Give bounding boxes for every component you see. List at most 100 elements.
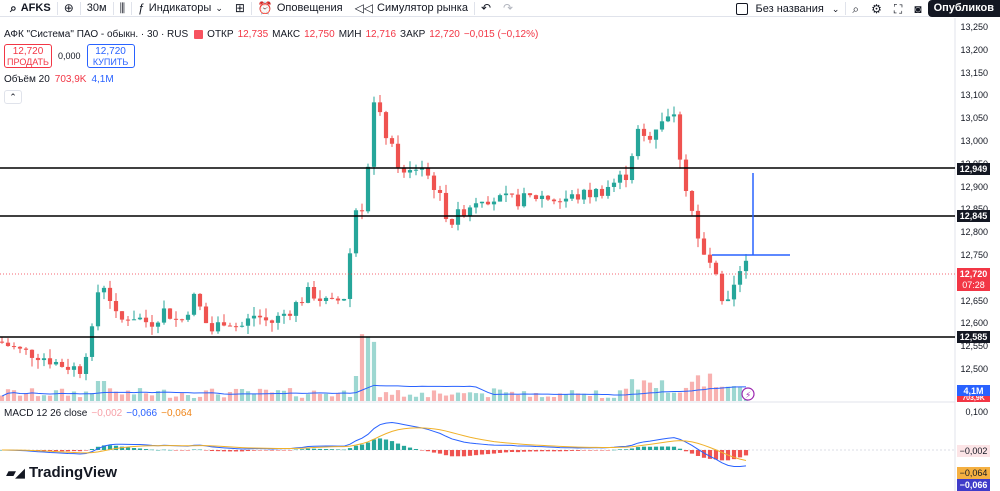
volume-bar — [257, 388, 263, 401]
low-value: 12,716 — [365, 29, 397, 40]
macd-hist-bar — [449, 450, 455, 457]
last-price-tag: 12,720 — [957, 268, 990, 280]
macd-hist-bar — [185, 450, 191, 451]
replay-label: Симулятор рынка — [377, 2, 468, 14]
toolbar-right: Без названия ⌄ ⌕ ⚙ ⛶ ◙ Опубликов — [730, 0, 1000, 17]
close-value: 12,720 — [429, 29, 460, 40]
compare-button[interactable]: ⊕ — [58, 0, 80, 17]
volume-bar — [293, 396, 299, 401]
macd-hist-bar — [461, 450, 467, 457]
candle-body — [203, 306, 209, 324]
volume-bar — [401, 396, 407, 401]
candle-body — [371, 102, 377, 167]
grid-icon: ⊞ — [234, 1, 245, 15]
macd-hist-bar — [605, 450, 611, 451]
volume-bar — [35, 396, 41, 401]
collapse-legend-button[interactable]: ⌃ — [4, 90, 22, 104]
redo-button[interactable]: ↷ — [497, 0, 519, 17]
candle-body — [221, 322, 227, 326]
symbol-search[interactable]: ⌕ AFKS — [0, 0, 57, 17]
volume-bar — [695, 375, 701, 401]
fullscreen-button[interactable]: ⛶ — [888, 0, 908, 17]
volume-bar — [353, 376, 359, 401]
publish-button[interactable]: Опубликов — [927, 0, 1000, 17]
macd-hist-bar — [677, 448, 683, 450]
macd-hist-bar — [569, 450, 575, 451]
candle-body — [521, 193, 527, 207]
volume-bar — [701, 386, 707, 401]
volume-bar — [197, 396, 203, 401]
candle-body — [215, 322, 221, 332]
volume-bar — [611, 397, 617, 401]
volume-bar — [119, 394, 125, 401]
alerts-button[interactable]: ⏰ Оповещения — [252, 0, 349, 17]
undo-button[interactable]: ↶ — [475, 0, 497, 17]
candle-body — [101, 287, 107, 293]
price-axis-tick: 12,650 — [960, 295, 988, 306]
volume-bar — [437, 393, 443, 401]
macd-hist-bar — [257, 450, 263, 451]
undo-icon: ↶ — [480, 1, 491, 15]
volume-bar — [299, 397, 305, 401]
chart-type-button[interactable]: ⫼ — [114, 0, 132, 17]
buy-button[interactable]: 12,720 КУПИТЬ — [86, 44, 135, 68]
indicators-button[interactable]: ƒ Индикаторы ⌄ — [132, 0, 229, 17]
level-mid-tag: 12,845 — [957, 210, 990, 222]
interval-button[interactable]: 30м — [81, 0, 113, 17]
sell-button[interactable]: 12,720 ПРОДАТЬ — [4, 44, 52, 68]
chart-canvas[interactable]: ⚡ — [0, 18, 1000, 491]
lightning-icon: ⚡ — [745, 390, 751, 400]
tradingview-logo[interactable]: ▰◢ TradingView — [6, 464, 117, 481]
macd-signal-value: −0,064 — [161, 408, 192, 419]
candles-icon: ⫼ — [119, 1, 126, 15]
volume-bar — [149, 395, 155, 401]
macd-hist-bar — [497, 450, 503, 453]
buy-price: 12,720 — [95, 46, 126, 57]
candle-body — [533, 195, 539, 200]
macd-hist-bar — [641, 446, 647, 450]
volume-bar — [569, 390, 575, 401]
candle-body — [179, 319, 185, 321]
macd-hist-bar — [113, 445, 119, 450]
countdown-tag: 07:28 — [957, 279, 990, 291]
candle-body — [167, 308, 173, 319]
candle-body — [23, 348, 29, 350]
snapshot-button[interactable]: ◙ — [908, 0, 927, 17]
quick-search-button[interactable]: ⌕ — [846, 0, 865, 17]
macd-legend[interactable]: MACD 12 26 close −0,002 −0,066 −0,064 — [4, 408, 192, 419]
candle-body — [59, 361, 65, 367]
candle-body — [461, 209, 467, 217]
buy-label: КУПИТЬ — [92, 57, 129, 67]
event-marker[interactable] — [741, 387, 755, 401]
layout-name-button[interactable]: Без названия ⌄ — [730, 0, 846, 17]
macd-hist-bar — [119, 446, 125, 450]
open-label: ОТКР — [207, 29, 234, 40]
macd-hist-bar — [125, 447, 131, 450]
candle-body — [29, 349, 35, 358]
close-label: ЗАКР — [400, 29, 426, 40]
volume-bar — [665, 392, 671, 401]
search-icon: ⌕ — [10, 1, 17, 15]
symbol-title[interactable]: АФК "Система" ПАО - обыкн. · 30 · RUS — [4, 29, 189, 40]
volume-bar — [425, 397, 431, 401]
macd-hist-bar — [521, 450, 527, 452]
candle-body — [737, 271, 743, 285]
candle-body — [185, 314, 191, 320]
volume-legend[interactable]: Объём 20 703,9K 4,1M — [4, 74, 114, 85]
candle-body — [413, 169, 419, 171]
replay-button[interactable]: ◁◁ Симулятор рынка — [349, 0, 474, 17]
macd-hist-bar — [545, 450, 551, 452]
candle-body — [347, 253, 353, 299]
volume-bar — [23, 393, 29, 401]
macd-line — [1, 421, 747, 468]
layouts-button[interactable]: ⊞ — [229, 0, 251, 17]
volume-bar — [413, 396, 419, 401]
level-high-tag: 12,949 — [957, 163, 990, 175]
candle-body — [191, 293, 197, 315]
settings-button[interactable]: ⚙ — [865, 0, 888, 17]
price-axis-tick: 13,200 — [960, 44, 988, 55]
market-status-icon — [194, 30, 204, 39]
search-icon: ⌕ — [852, 1, 860, 16]
candle-body — [11, 346, 17, 348]
candle-body — [689, 190, 695, 211]
